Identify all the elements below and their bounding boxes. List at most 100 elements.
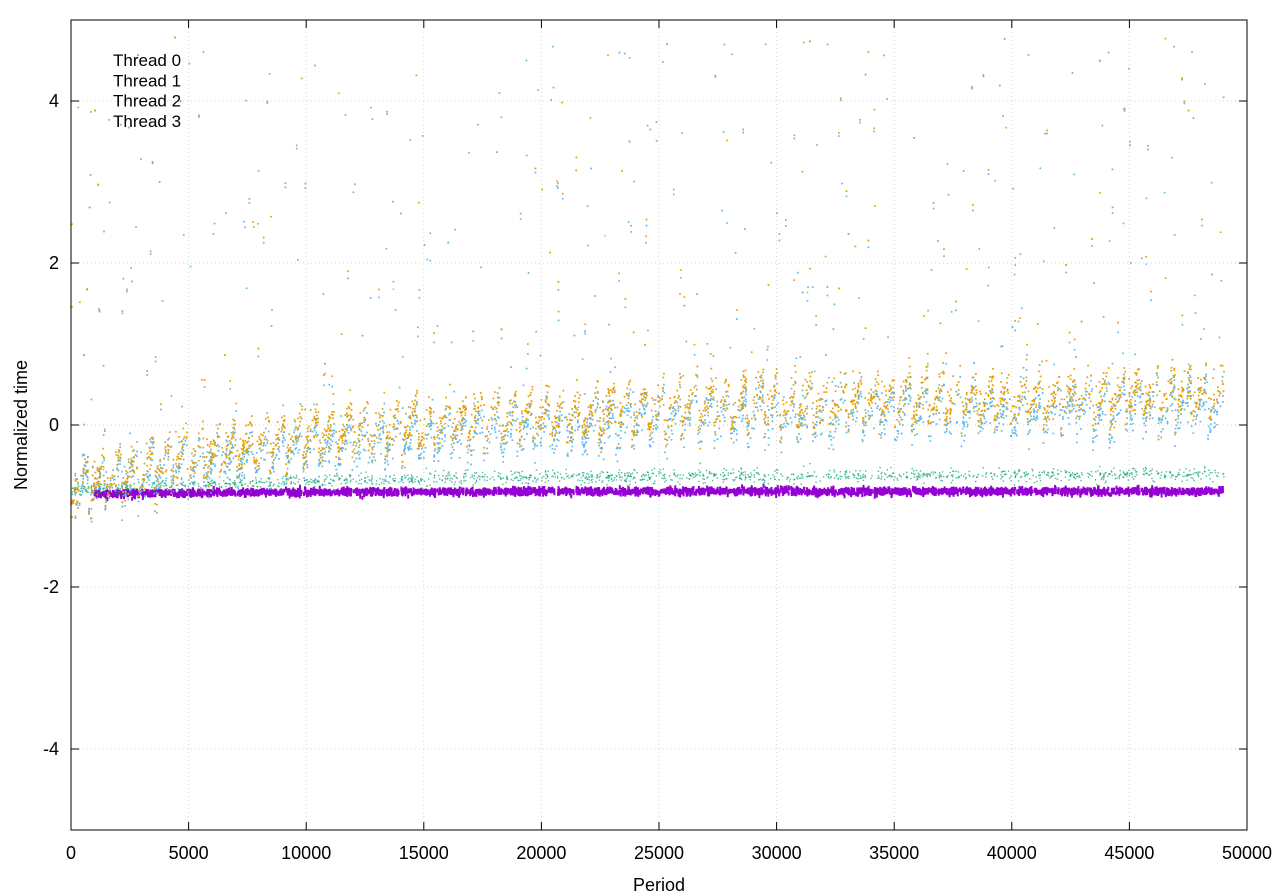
point-thread-1 [1197, 474, 1199, 476]
point-thread-0 [1151, 485, 1154, 490]
point-thread-1 [1188, 469, 1191, 472]
point-thread-1 [464, 479, 467, 482]
point-thread-0 [1156, 491, 1159, 496]
point-thread-0 [690, 487, 693, 492]
point-thread-0 [133, 494, 136, 499]
point-thread-1 [630, 473, 632, 475]
point-thread-1 [1179, 469, 1181, 471]
point-thread-0 [908, 489, 911, 494]
point-thread-0 [524, 489, 527, 494]
point-thread-0 [455, 491, 458, 496]
point-thread-0 [237, 490, 240, 495]
point-thread-1 [534, 476, 536, 479]
point-thread-0 [275, 488, 278, 493]
point-thread-0 [349, 492, 352, 497]
point-thread-1 [1074, 473, 1077, 476]
point-thread-0 [863, 492, 866, 497]
point-thread-0 [943, 486, 946, 491]
point-thread-1 [434, 470, 437, 472]
point-thread-1 [773, 476, 776, 478]
point-thread-1 [819, 480, 821, 482]
point-thread-0 [575, 485, 578, 490]
point-thread-0 [695, 488, 698, 493]
point-thread-0 [262, 487, 265, 492]
point-thread-1 [102, 488, 105, 491]
point-thread-0 [850, 493, 853, 498]
point-thread-1 [525, 482, 527, 484]
point-thread-1 [758, 473, 760, 476]
point-thread-1 [649, 478, 651, 480]
point-thread-0 [776, 485, 779, 490]
point-thread-0 [864, 489, 867, 494]
point-thread-0 [584, 488, 587, 493]
point-thread-0 [100, 492, 103, 497]
point-thread-0 [375, 490, 378, 495]
point-thread-1 [182, 481, 184, 483]
point-thread-0 [681, 486, 684, 491]
point-thread-0 [579, 491, 582, 496]
point-thread-1 [535, 469, 538, 471]
point-thread-1 [1122, 471, 1125, 473]
point-thread-0 [1116, 490, 1119, 495]
point-thread-0 [989, 487, 992, 492]
point-thread-0 [897, 487, 900, 492]
point-thread-1 [85, 488, 87, 490]
point-thread-0 [987, 490, 990, 495]
point-thread-0 [151, 493, 154, 498]
point-thread-0 [373, 487, 376, 492]
point-thread-0 [340, 489, 343, 494]
point-thread-1 [1124, 473, 1126, 475]
point-thread-1 [732, 478, 734, 481]
point-thread-1 [806, 475, 808, 478]
point-thread-0 [756, 488, 759, 493]
point-thread-1 [252, 485, 254, 487]
point-thread-0 [834, 491, 837, 496]
point-thread-1 [1081, 473, 1084, 476]
point-thread-1 [90, 487, 93, 489]
point-thread-1 [647, 473, 650, 476]
point-thread-0 [785, 487, 788, 492]
point-thread-1 [547, 479, 550, 482]
point-thread-0 [1019, 488, 1022, 493]
point-thread-0 [493, 486, 496, 491]
point-thread-1 [323, 480, 325, 483]
point-thread-1 [900, 475, 902, 478]
point-thread-1 [922, 473, 925, 476]
point-thread-0 [770, 491, 773, 496]
point-thread-0 [1104, 492, 1107, 497]
point-thread-0 [647, 486, 650, 491]
point-thread-1 [919, 470, 922, 472]
point-thread-1 [938, 472, 941, 474]
point-thread-1 [661, 477, 663, 480]
point-thread-0 [1009, 492, 1012, 497]
point-thread-0 [662, 489, 665, 494]
point-thread-1 [247, 485, 249, 487]
point-thread-0 [587, 491, 590, 496]
point-thread-0 [948, 493, 951, 498]
point-thread-1 [940, 475, 942, 478]
point-thread-0 [1210, 490, 1213, 495]
point-thread-0 [697, 489, 700, 494]
point-thread-1 [663, 473, 666, 476]
point-thread-1 [1151, 468, 1154, 470]
point-thread-0 [1014, 486, 1017, 491]
point-thread-0 [308, 489, 311, 494]
point-thread-0 [274, 488, 277, 493]
point-thread-1 [1013, 472, 1015, 474]
point-thread-0 [505, 487, 508, 492]
point-thread-0 [93, 492, 96, 497]
point-thread-1 [890, 476, 892, 478]
point-thread-0 [396, 488, 399, 493]
point-thread-0 [931, 488, 934, 493]
point-thread-1 [1029, 478, 1031, 480]
point-thread-1 [255, 477, 257, 479]
point-thread-1 [1032, 474, 1034, 477]
point-thread-1 [1071, 472, 1074, 474]
point-thread-0 [876, 490, 879, 495]
point-thread-0 [184, 491, 187, 496]
point-thread-0 [478, 491, 481, 496]
point-thread-0 [793, 491, 796, 496]
point-thread-1 [625, 477, 628, 480]
point-thread-1 [809, 462, 811, 465]
point-thread-0 [706, 488, 709, 493]
